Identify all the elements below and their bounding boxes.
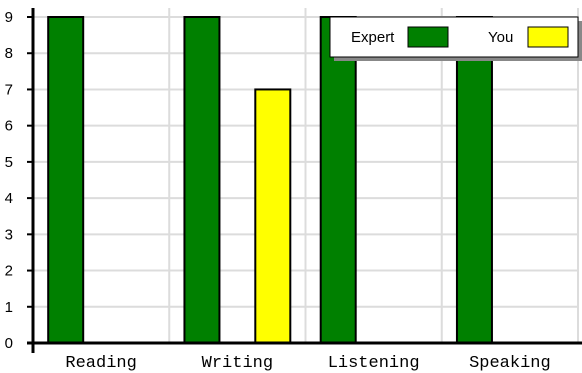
bar-you-writing bbox=[254, 88, 292, 344]
bar-expert-listening bbox=[319, 16, 357, 344]
y-tick-label: 2 bbox=[5, 263, 13, 280]
y-tick-label: 0 bbox=[5, 335, 13, 352]
y-tick-label: 1 bbox=[5, 299, 13, 316]
x-tick-label: Reading bbox=[65, 354, 136, 373]
x-axis-ticks: Reading Writing Listening Speaking bbox=[65, 354, 550, 373]
y-tick-label: 8 bbox=[5, 45, 13, 62]
legend-label-you: You bbox=[488, 29, 513, 46]
legend: Expert You bbox=[329, 16, 582, 61]
y-tick-label: 5 bbox=[5, 154, 13, 171]
legend-swatch-expert bbox=[407, 26, 449, 48]
bars bbox=[47, 16, 493, 344]
axes bbox=[27, 8, 582, 353]
x-tick-label: Speaking bbox=[469, 354, 551, 373]
legend-label-expert: Expert bbox=[351, 29, 395, 46]
y-tick-label: 4 bbox=[5, 190, 13, 207]
legend-swatch-you bbox=[527, 26, 569, 48]
y-tick-label: 3 bbox=[5, 226, 13, 243]
bar-expert-writing bbox=[183, 16, 221, 344]
y-tick-label: 9 bbox=[5, 9, 13, 26]
bar-expert-speaking bbox=[455, 16, 493, 344]
x-tick-label: Writing bbox=[202, 354, 273, 373]
y-tick-label: 6 bbox=[5, 118, 13, 135]
grid-lines bbox=[33, 8, 579, 343]
y-axis-ticks: 0 1 2 3 4 5 6 7 8 9 bbox=[5, 9, 33, 352]
x-tick-label: Listening bbox=[328, 354, 420, 373]
bar-expert-reading bbox=[47, 16, 85, 344]
y-tick-label: 7 bbox=[5, 81, 13, 98]
